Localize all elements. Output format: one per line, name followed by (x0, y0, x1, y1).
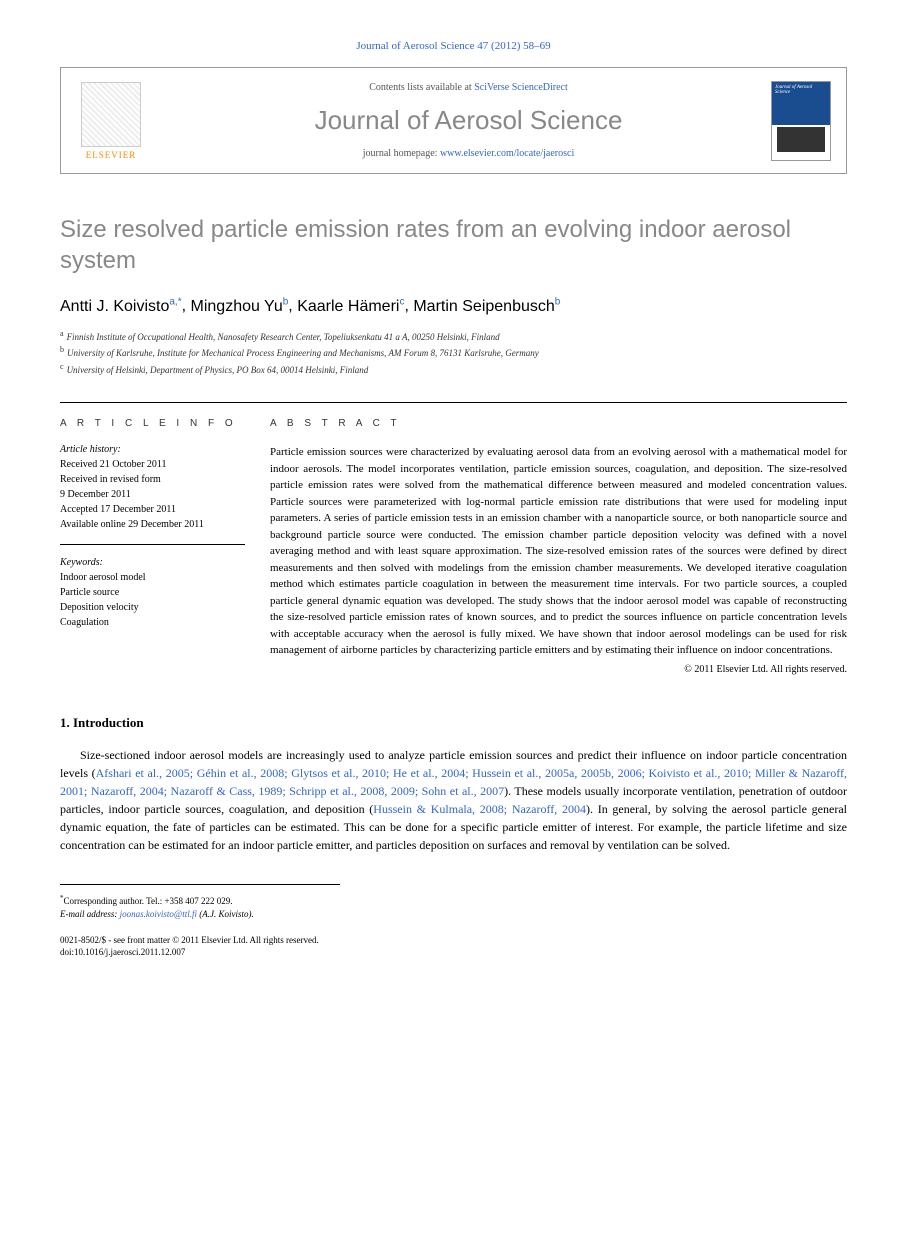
elsevier-label: ELSEVIER (86, 150, 137, 160)
history-item: Received in revised form (60, 472, 245, 487)
author: Martin Seipenbuschb (413, 298, 560, 315)
history-item: Received 21 October 2011 (60, 457, 245, 472)
article-title: Size resolved particle emission rates fr… (60, 214, 847, 276)
sciencedirect-link[interactable]: SciVerse ScienceDirect (474, 82, 568, 93)
corresp-link[interactable]: * (178, 296, 182, 307)
abstract-heading: A B S T R A C T (270, 418, 847, 429)
keyword: Indoor aerosol model (60, 570, 245, 585)
affiliation: bUniversity of Karlsruhe, Institute for … (60, 344, 847, 361)
journal-title: Journal of Aerosol Science (166, 105, 771, 136)
keywords-label: Keywords: (60, 557, 245, 568)
author: Mingzhou Yub (191, 298, 289, 315)
journal-header-box: ELSEVIER Contents lists available at Sci… (60, 67, 847, 174)
author: Kaarle Hämeric (297, 298, 404, 315)
corresp-author-line: *Corresponding author. Tel.: +358 407 22… (60, 893, 340, 909)
abstract-column: A B S T R A C T Particle emission source… (270, 418, 847, 675)
affil-link[interactable]: b (555, 296, 561, 307)
history-item: Available online 29 December 2011 (60, 517, 245, 532)
homepage-line: journal homepage: www.elsevier.com/locat… (166, 148, 771, 159)
contents-line: Contents lists available at SciVerse Sci… (166, 82, 771, 93)
info-abstract-section: A R T I C L E I N F O Article history: R… (60, 402, 847, 675)
elsevier-tree-icon (81, 82, 141, 147)
history-item: Accepted 17 December 2011 (60, 502, 245, 517)
affil-link[interactable]: a, (169, 296, 177, 307)
doi-footer: 0021-8502/$ - see front matter © 2011 El… (60, 934, 847, 959)
corresponding-author-footer: *Corresponding author. Tel.: +358 407 22… (60, 884, 340, 922)
abstract-copyright: © 2011 Elsevier Ltd. All rights reserved… (270, 664, 847, 675)
abstract-text: Particle emission sources were character… (270, 444, 847, 659)
contents-prefix: Contents lists available at (369, 82, 474, 93)
cover-thumb-title: Journal of Aerosol Science (772, 82, 830, 98)
doi-line: doi:10.1016/j.jaerosci.2011.12.007 (60, 946, 847, 959)
section-heading-introduction: 1. Introduction (60, 715, 847, 731)
journal-cover-thumbnail[interactable]: Journal of Aerosol Science (771, 81, 831, 161)
article-info-column: A R T I C L E I N F O Article history: R… (60, 418, 270, 675)
citation-link[interactable]: Hussein & Kulmala, 2008; Nazaroff, 2004 (373, 802, 586, 816)
affiliation: aFinnish Institute of Occupational Healt… (60, 328, 847, 345)
homepage-link[interactable]: www.elsevier.com/locate/jaerosci (440, 148, 574, 159)
email-line: E-mail address: joonas.koivisto@ttl.fi (… (60, 908, 340, 922)
header-center: Contents lists available at SciVerse Sci… (166, 82, 771, 159)
keywords-block: Keywords: Indoor aerosol model Particle … (60, 557, 245, 630)
history-label: Article history: (60, 444, 245, 455)
article-info-heading: A R T I C L E I N F O (60, 418, 245, 429)
cover-thumb-image (777, 127, 825, 152)
keyword: Particle source (60, 585, 245, 600)
affiliations: aFinnish Institute of Occupational Healt… (60, 328, 847, 378)
elsevier-logo[interactable]: ELSEVIER (76, 78, 146, 163)
author: Antti J. Koivistoa,* (60, 298, 182, 315)
intro-paragraph: Size-sectioned indoor aerosol models are… (60, 746, 847, 854)
journal-reference: Journal of Aerosol Science 47 (2012) 58–… (60, 40, 847, 52)
journal-ref-link[interactable]: Journal of Aerosol Science 47 (2012) 58–… (356, 40, 550, 52)
email-link[interactable]: joonas.koivisto@ttl.fi (120, 909, 197, 919)
keyword: Deposition velocity (60, 600, 245, 615)
article-history: Article history: Received 21 October 201… (60, 444, 245, 545)
email-post: (A.J. Koivisto). (197, 909, 254, 919)
author-list: Antti J. Koivistoa,*, Mingzhou Yub, Kaar… (60, 296, 847, 315)
issn-line: 0021-8502/$ - see front matter © 2011 El… (60, 934, 847, 947)
history-item: 9 December 2011 (60, 487, 245, 502)
email-label: E-mail address: (60, 909, 120, 919)
homepage-prefix: journal homepage: (363, 148, 440, 159)
affiliation: cUniversity of Helsinki, Department of P… (60, 361, 847, 378)
affil-link[interactable]: b (283, 296, 289, 307)
keyword: Coagulation (60, 615, 245, 630)
affil-link[interactable]: c (399, 296, 404, 307)
